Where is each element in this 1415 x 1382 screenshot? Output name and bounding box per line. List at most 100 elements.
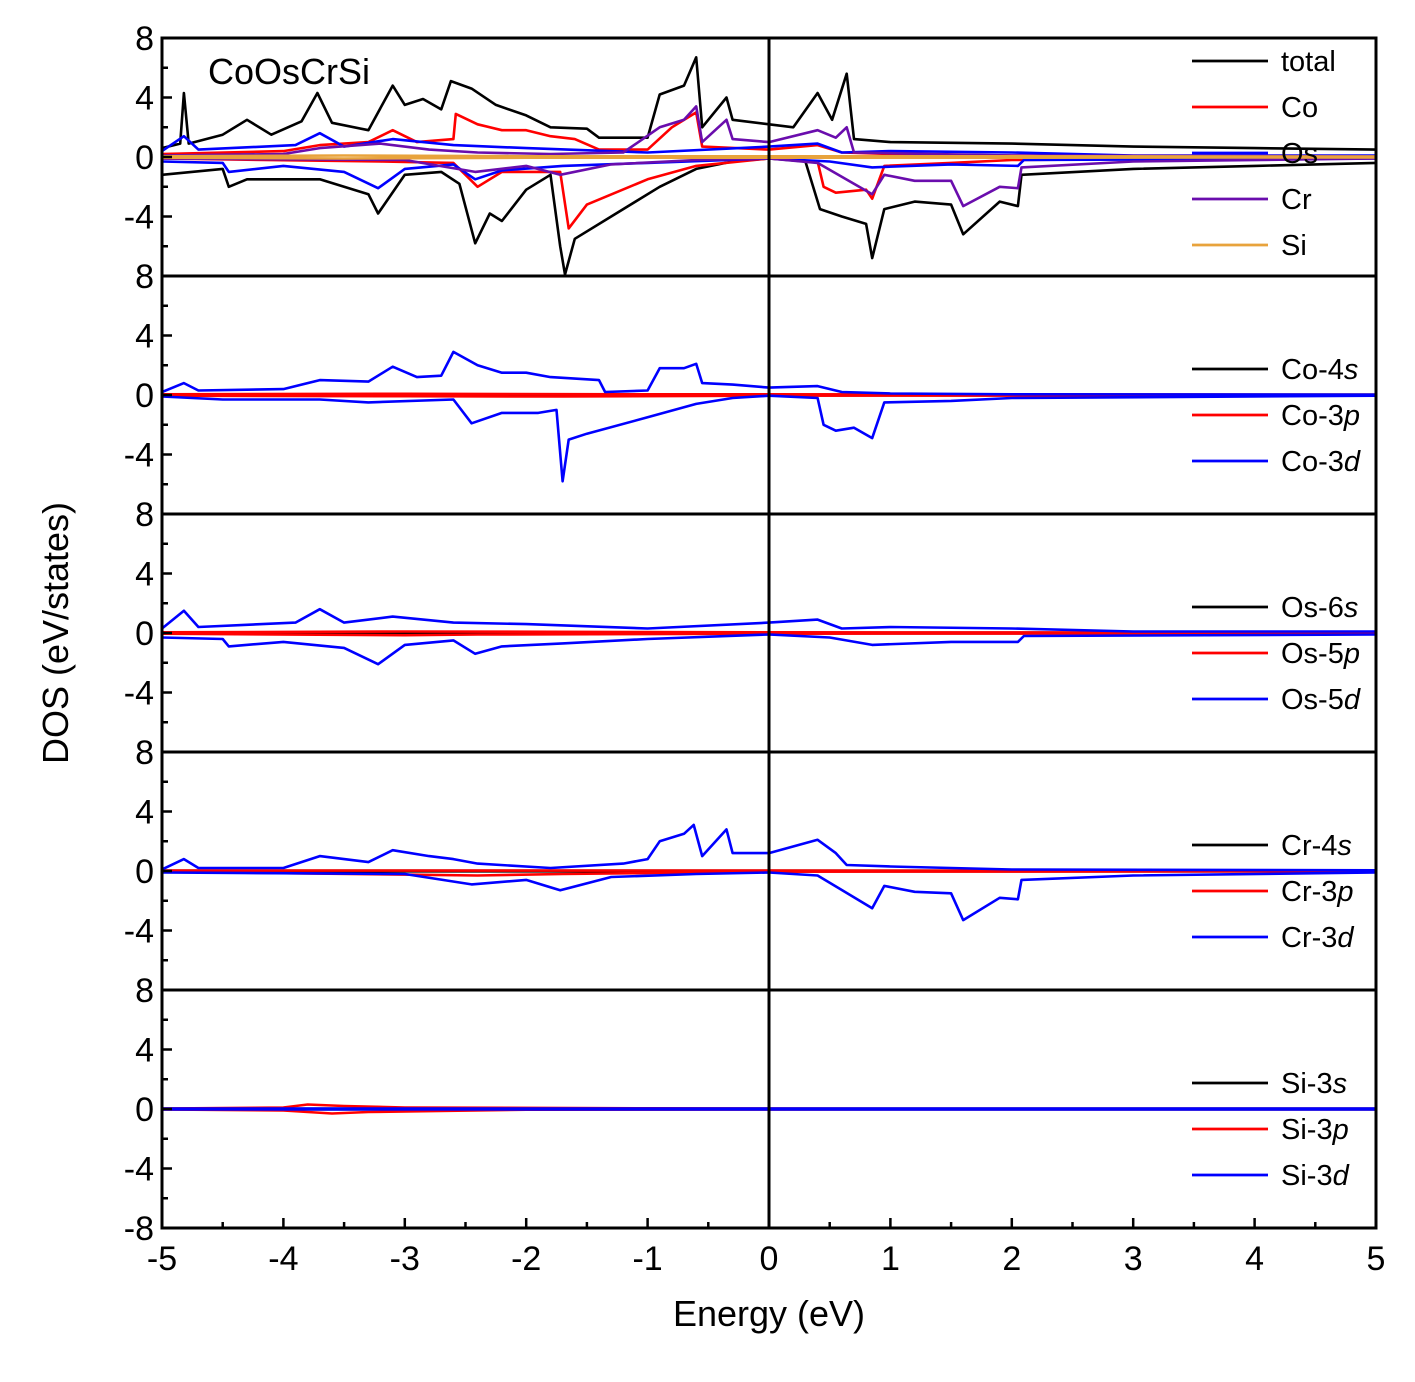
x-tick-label: -1 [632,1240,662,1278]
series-total-spin-down [162,157,1376,276]
legend-label: Si-3d [1281,1160,1350,1192]
series-co-3d-spin-down [162,394,1376,483]
legend-label: Si-3p [1281,1114,1349,1146]
legend-item: Si-3p [1192,1114,1349,1146]
x-tick-label: 0 [760,1240,779,1278]
series-si-spin-down [162,156,1376,160]
y-tick-label: 0 [135,853,154,891]
x-tick-label: 1 [881,1240,900,1278]
y-tick-label: 0 [135,1091,154,1129]
y-tick-label: 8 [135,258,154,296]
legend-item: Os-5d [1192,684,1361,716]
legend-item: total [1192,46,1336,78]
legend: Si-3s Si-3p Si-3d [1192,1068,1350,1192]
series-co-3d-spin-up [162,350,1376,397]
legend-label: Cr-3p [1281,876,1354,908]
y-tick-label: -4 [124,437,154,475]
panel-traces [162,823,1376,922]
series-total-spin-up [162,55,1376,151]
y-tick-label: 4 [135,1032,154,1070]
series-cr-spin-down [162,157,1376,208]
series-os-5d-spin-up [162,607,1376,633]
y-tick-label: 8 [135,972,154,1010]
y-tick-label: 0 [135,615,154,653]
legend-label: Co-3p [1281,400,1360,432]
legend-item: Os [1192,138,1318,170]
legend-label: Cr-4s [1281,830,1352,862]
legend-item: Cr [1192,184,1312,216]
y-tick-label: 4 [135,556,154,594]
legend: Co-4s Co-3p Co-3d [1192,354,1361,478]
y-tick-label: 8 [135,496,154,534]
series-si-spin-up [162,154,1376,158]
legend-label: Cr [1281,184,1312,216]
x-axis: -5 -4 -3 -2 -1 0 1 2 3 4 5 [147,1218,1386,1278]
series-co-spin-down [162,156,1376,230]
legend-label: Os-5d [1281,684,1361,716]
legend-item: Si [1192,230,1307,262]
legend-label: Os [1281,138,1318,170]
legend-label: Si [1281,230,1307,262]
x-tick-label: 3 [1124,1240,1143,1278]
series-os-spin-down [162,157,1376,190]
y-tick-label: 8 [135,20,154,58]
y-tick-label: -4 [124,675,154,713]
dos-panel-3: 8 4 0 -4 Os-6s Os-5p Os-5d [124,496,1378,754]
x-tick-label: 4 [1245,1240,1264,1278]
legend-label: Cr-3d [1281,922,1354,954]
y-tick-label: -8 [124,1210,154,1248]
x-tick-label: -3 [390,1240,420,1278]
series-cr-spin-up [162,105,1376,158]
x-tick-label: -5 [147,1240,177,1278]
dos-panel-2: 8 4 0 -4 Co-4s Co-3p Co-3d [124,258,1378,516]
series-cr-3d-spin-up [162,823,1376,872]
legend-item: Os-5p [1192,638,1360,670]
legend: Cr-4s Cr-3p Cr-3d [1192,830,1354,954]
y-tick-label: -4 [124,1151,154,1189]
legend-label: Co-3d [1281,446,1361,478]
legend-item: Co-4s [1192,354,1358,386]
legend-item: Cr-3p [1192,876,1354,908]
series-cr-3d-spin-down [162,871,1376,922]
x-axis-title: Energy (eV) [673,1293,865,1334]
x-tick-label: -2 [511,1240,541,1278]
legend-label: Co [1281,92,1318,124]
series-os-5p-spin-down [162,631,1376,637]
y-tick-label: 8 [135,734,154,772]
legend-item: Si-3d [1192,1160,1350,1192]
dos-panel-5: 8 4 0 -4 -8 Si-3s Si-3p Si-3d [124,972,1378,1248]
y-tick-label: 4 [135,318,154,356]
legend-item: Co [1192,92,1318,124]
legend-item: Cr-4s [1192,830,1352,862]
series-os-spin-up [162,131,1376,157]
legend-item: Os-6s [1192,592,1358,624]
legend-label: Si-3s [1281,1068,1347,1100]
panel-title: CoOsCrSi [208,51,370,92]
y-tick-label: -4 [124,913,154,951]
x-tick-label: 2 [1002,1240,1021,1278]
y-tick-label: 0 [135,139,154,177]
x-tick-label: -4 [268,1240,298,1278]
legend-item: Cr-3d [1192,922,1354,954]
legend: Os-6s Os-5p Os-5d [1192,592,1361,716]
dos-panel-4: 8 4 0 -4 Cr-4s Cr-3p Cr-3d [124,734,1378,992]
y-tick-label: 4 [135,794,154,832]
legend-item: Si-3s [1192,1068,1347,1100]
x-tick-label: 5 [1367,1240,1386,1278]
series-co-3p-spin-down [162,393,1376,398]
y-tick-label: -4 [124,199,154,237]
y-tick-label: 0 [135,377,154,415]
legend-item: Co-3d [1192,446,1361,478]
y-tick-label: 4 [135,80,154,118]
legend-item: Co-3p [1192,400,1360,432]
legend-label: Os-5p [1281,638,1360,670]
legend-label: Co-4s [1281,354,1358,386]
legend: total Co Os Cr Si [1192,46,1336,262]
y-axis-title: DOS (eV/states) [35,502,76,764]
legend-label: Os-6s [1281,592,1358,624]
series-os-5d-spin-down [162,633,1376,666]
legend-label: total [1281,46,1336,78]
